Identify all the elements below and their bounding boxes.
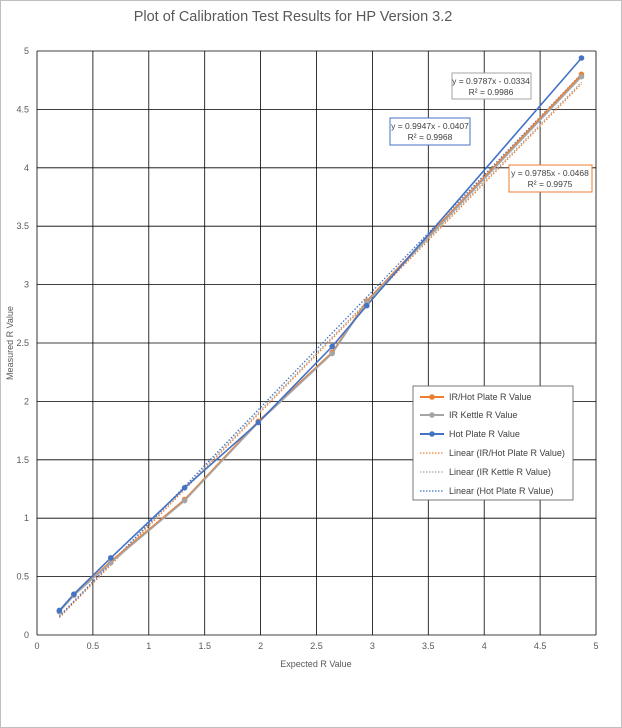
- y-tick-label: 5: [24, 46, 29, 56]
- legend-item-irhotplate: IR/Hot Plate R Value: [420, 392, 531, 402]
- equation-box-kettle: y = 0.9787x - 0.0334 R² = 0.9986: [451, 72, 532, 100]
- legend-label-trend-kettle: Linear (IR Kettle R Value): [449, 467, 551, 477]
- x-tick-label: 4: [482, 641, 487, 651]
- chart-title: Plot of Calibration Test Results for HP …: [134, 9, 453, 25]
- x-tick-label: 3: [370, 641, 375, 651]
- legend-item-kettle: IR Kettle R Value: [420, 410, 517, 420]
- y-tick-label: 3.5: [16, 221, 29, 231]
- equation-box-irhotplate: y = 0.9785x - 0.0468 R² = 0.9975: [508, 164, 593, 193]
- data-point-hotplate: [329, 343, 335, 350]
- x-tick-label: 2.5: [310, 641, 323, 651]
- data-point-hotplate: [181, 485, 188, 491]
- data-point-kettle: [181, 497, 188, 504]
- equation-irhotplate: y = 0.9785x - 0.0468: [511, 168, 589, 178]
- equation-kettle: y = 0.9787x - 0.0334: [452, 76, 530, 86]
- r2-hotplate: R² = 0.9968: [408, 132, 453, 142]
- y-tick-label: 3: [24, 280, 29, 290]
- legend-item-trend-hotplate: Linear (Hot Plate R Value): [420, 486, 553, 496]
- x-tick-label: 0.5: [87, 641, 100, 651]
- legend-item-trend-kettle: Linear (IR Kettle R Value): [420, 467, 551, 477]
- legend: IR/Hot Plate R Value IR Kettle R Value H…: [412, 385, 574, 501]
- data-point-hotplate: [578, 55, 585, 61]
- legend-item-hotplate: Hot Plate R Value: [420, 429, 520, 439]
- r2-irhotplate: R² = 0.9975: [528, 179, 573, 189]
- x-tick-label: 4.5: [534, 641, 547, 651]
- series-line-hotplate: [58, 57, 583, 612]
- x-tick-label: 5: [593, 641, 598, 651]
- legend-label-trend-hotplate: Linear (Hot Plate R Value): [449, 486, 553, 496]
- y-tick-label: 0.5: [16, 572, 29, 582]
- x-tick-label: 1.5: [198, 641, 211, 651]
- legend-label-hotplate: Hot Plate R Value: [449, 429, 520, 439]
- y-tick-label: 2: [24, 396, 29, 406]
- legend-label-trend-irhotplate: Linear (IR/Hot Plate R Value): [449, 448, 565, 458]
- data-point-kettle: [329, 350, 335, 357]
- data-point-hotplate: [255, 419, 262, 426]
- legend-label-irhotplate: IR/Hot Plate R Value: [449, 392, 531, 402]
- grid: [36, 50, 597, 636]
- data-point-kettle: [107, 559, 114, 566]
- data-point-hotplate: [71, 591, 77, 597]
- equation-hotplate: y = 0.9947x - 0.0407: [391, 121, 469, 131]
- x-tick-label: 3.5: [422, 641, 435, 651]
- series-lines: [58, 57, 583, 613]
- x-axis-label: Expected R Value: [280, 659, 351, 669]
- data-point-hotplate: [107, 555, 114, 561]
- legend-item-trend-irhotplate: Linear (IR/Hot Plate R Value): [420, 448, 565, 458]
- legend-label-kettle: IR Kettle R Value: [449, 410, 517, 420]
- y-tick-labels: 0 0.5 1 1.5 2 2.5 3 3.5 4 4.5 5: [16, 46, 29, 640]
- series-points: [56, 55, 585, 615]
- y-axis-label: Measured R Value: [5, 306, 15, 380]
- r2-kettle: R² = 0.9986: [469, 87, 514, 97]
- y-tick-label: 1: [24, 513, 29, 523]
- trendline-kettle: [58, 81, 582, 617]
- x-tick-label: 1: [146, 641, 151, 651]
- data-point-hotplate: [364, 302, 370, 309]
- y-tick-label: 4: [24, 163, 29, 173]
- y-tick-label: 2.5: [16, 338, 29, 348]
- series-line-kettle: [58, 76, 583, 613]
- trendline-irhotplate: [58, 83, 582, 619]
- trendline-hotplate: [58, 73, 582, 617]
- data-point-hotplate: [56, 607, 63, 614]
- x-tick-label: 2: [258, 641, 263, 651]
- equation-box-hotplate: y = 0.9947x - 0.0407 R² = 0.9968: [389, 117, 471, 146]
- x-tick-label: 0: [34, 641, 39, 651]
- trendlines: [58, 73, 582, 619]
- y-tick-label: 0: [24, 630, 29, 640]
- data-point-kettle: [578, 73, 585, 80]
- y-tick-label: 1.5: [16, 455, 29, 465]
- x-tick-labels: 0 0.5 1 1.5 2 2.5 3 3.5 4 4.5 5: [34, 641, 598, 651]
- y-tick-label: 4.5: [16, 104, 29, 114]
